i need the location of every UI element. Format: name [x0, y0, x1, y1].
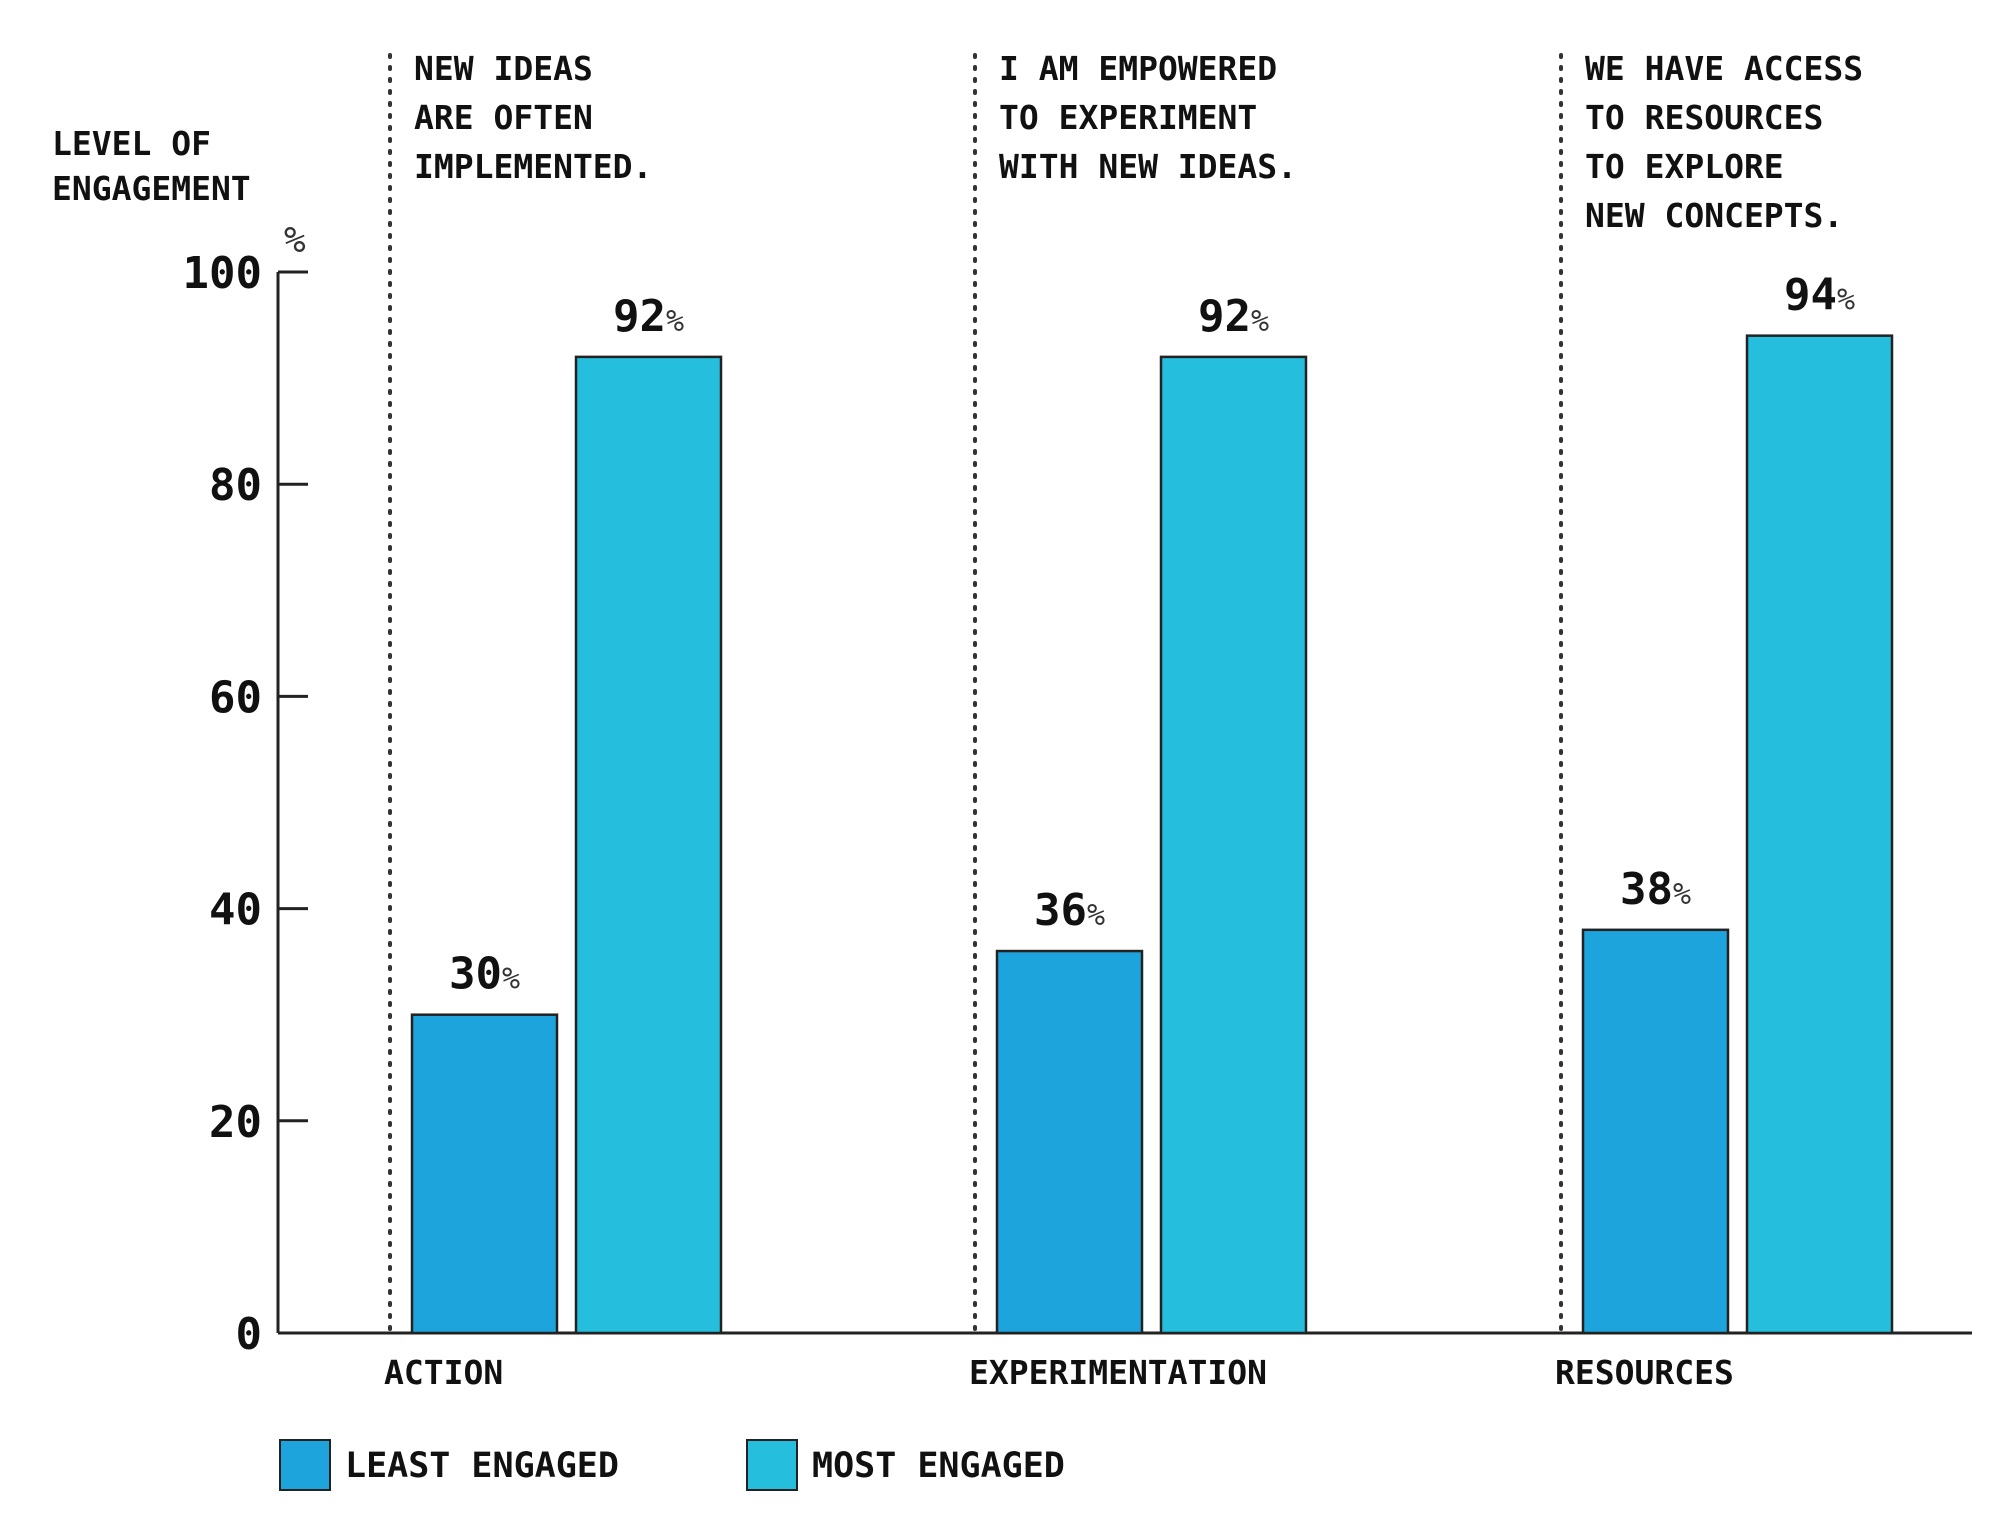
value-number: 30	[449, 949, 502, 1000]
legend: LEAST ENGAGED MOST ENGAGED	[279, 1439, 1065, 1491]
bar-least-engaged-experimentation	[995, 949, 1144, 1335]
y-tick-label-80: 80	[209, 460, 262, 511]
bars	[410, 334, 1894, 1335]
legend-swatch-most-engaged	[746, 1439, 798, 1491]
value-label-least-engaged-experimentation: 36%	[1034, 885, 1105, 936]
legend-swatch-least-engaged	[279, 1439, 331, 1491]
y-tick-label-40: 40	[209, 885, 262, 936]
statement-resources-line-1: WE HAVE ACCESS	[1585, 49, 1863, 88]
category-label-action: ACTION	[384, 1353, 503, 1392]
value-number: 92	[1198, 291, 1251, 342]
y-axis-title-line-2: ENGAGEMENT	[52, 169, 251, 208]
statement-experimentation-line-1: I AM EMPOWERED	[999, 49, 1277, 88]
value-label-least-engaged-action: 30%	[449, 949, 520, 1000]
value-unit: %	[1251, 304, 1269, 339]
statement-resources-line-3: TO EXPLORE	[1585, 147, 1784, 186]
bar-most-engaged-resources	[1745, 334, 1894, 1335]
statement-action-line-1: NEW IDEAS	[414, 49, 593, 88]
statement-resources: WE HAVE ACCESS TO RESOURCES TO EXPLORE NEW …	[1585, 49, 1863, 235]
bar-least-engaged-action	[410, 1013, 559, 1335]
category-labels: ACTION EXPERIMENTATION RESOURCES	[384, 1353, 1734, 1392]
value-unit: %	[1837, 283, 1855, 318]
axes: 0 20 40 60 80 100	[183, 248, 1972, 1360]
bar-least-engaged-resources	[1581, 928, 1730, 1335]
y-axis-title: LEVEL OF ENGAGEMENT	[52, 124, 251, 208]
y-tick-label-0: 0	[236, 1309, 263, 1360]
value-label-most-engaged-action: 92%	[613, 291, 684, 342]
value-number: 38	[1620, 864, 1673, 915]
value-labels: 30%36%38%92% 92%94%	[449, 270, 1855, 1000]
bar-most-engaged-action	[574, 355, 723, 1335]
value-label-most-engaged-resources: 94%	[1784, 270, 1855, 321]
statement-action-line-3: IMPLEMENTED.	[414, 147, 652, 186]
y-tick-label-60: 60	[209, 672, 262, 723]
statement-experimentation-line-2: TO EXPERIMENT	[999, 98, 1257, 137]
statement-resources-line-4: NEW CONCEPTS.	[1585, 196, 1843, 235]
value-unit: %	[1673, 877, 1691, 912]
statement-action-line-2: ARE OFTEN	[414, 98, 593, 137]
legend-label-most-engaged: MOST ENGAGED	[812, 1446, 1065, 1486]
value-label-least-engaged-resources: 38%	[1620, 864, 1691, 915]
statement-action: NEW IDEAS ARE OFTEN IMPLEMENTED.	[414, 49, 652, 186]
value-number: 36	[1034, 885, 1087, 936]
y-tick-label-100: 100	[183, 248, 262, 299]
value-unit: %	[666, 304, 684, 339]
statement-experimentation-line-3: WITH NEW IDEAS.	[999, 147, 1297, 186]
category-statements: NEW IDEAS ARE OFTEN IMPLEMENTED. I AM EMPOW…	[414, 49, 1863, 235]
y-axis-title-line-1: LEVEL OF	[52, 124, 211, 163]
category-separators	[388, 53, 1563, 1335]
bar-most-engaged-experimentation	[1159, 355, 1308, 1335]
value-number: 92	[613, 291, 666, 342]
y-axis-unit: %	[284, 220, 306, 261]
category-label-experimentation: EXPERIMENTATION	[969, 1353, 1267, 1392]
value-label-most-engaged-experimentation: 92%	[1198, 291, 1269, 342]
value-number: 94	[1784, 270, 1837, 321]
category-label-resources: RESOURCES	[1555, 1353, 1734, 1392]
value-unit: %	[502, 962, 520, 997]
legend-label-least-engaged: LEAST ENGAGED	[345, 1446, 619, 1486]
value-unit: %	[1087, 898, 1105, 933]
statement-resources-line-2: TO RESOURCES	[1585, 98, 1823, 137]
statement-experimentation: I AM EMPOWERED TO EXPERIMENT WITH NEW IDEA…	[999, 49, 1297, 186]
y-tick-label-20: 20	[209, 1097, 262, 1148]
